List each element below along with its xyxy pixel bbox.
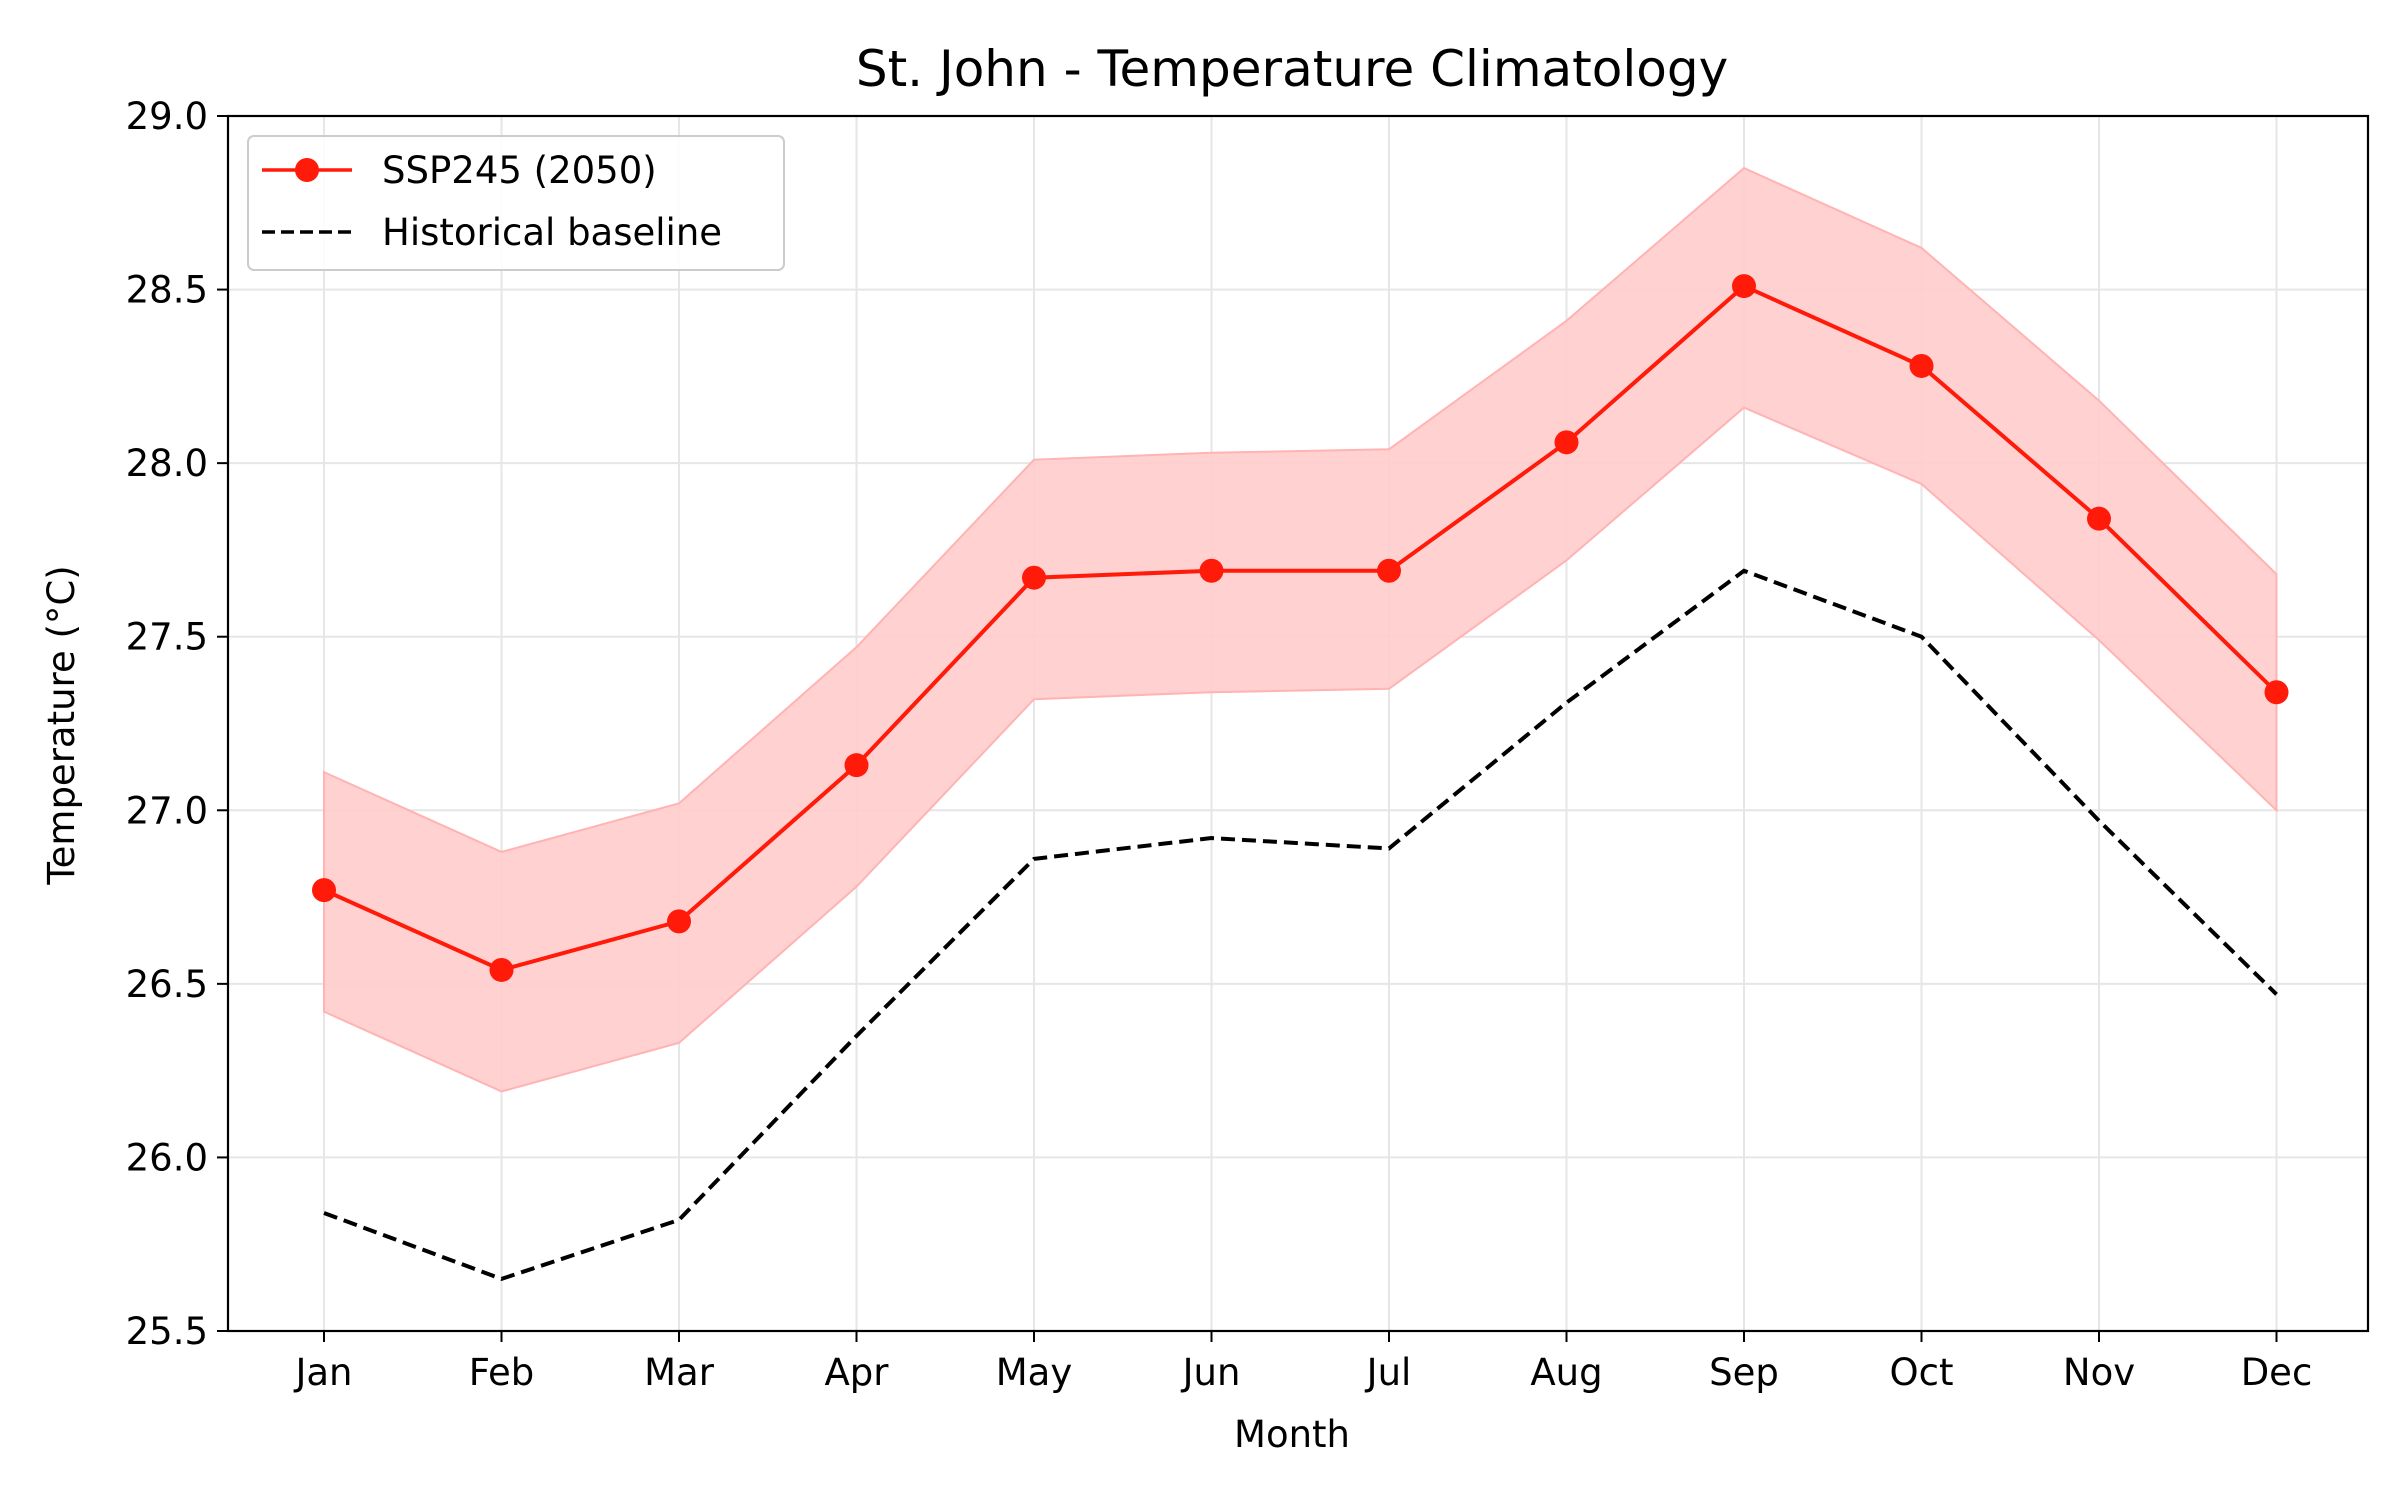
legend-box [247, 135, 785, 271]
ssp245-point [2264, 680, 2289, 705]
x-axis-label: Month [1234, 1413, 1350, 1456]
ssp245-point [667, 909, 691, 934]
x-tick-label: Oct [1890, 1351, 1954, 1394]
x-tick-label: Feb [469, 1351, 535, 1394]
y-tick-label: 26.5 [126, 963, 208, 1006]
x-tick-label: Sep [1709, 1351, 1779, 1394]
y-axis-label: Temperature (°C) [40, 565, 83, 885]
x-tick-label: Apr [824, 1351, 889, 1394]
x-tick-label: Aug [1530, 1351, 1602, 1394]
y-tick-label: 28.5 [126, 269, 208, 312]
ssp245-point [1377, 558, 1401, 583]
plot-frame [226, 114, 2370, 1333]
ssp245-point [1022, 565, 1046, 590]
y-tick-label: 29.0 [126, 95, 208, 138]
y-tick-label: 27.5 [126, 616, 208, 659]
historical-baseline-line [323, 568, 2278, 1282]
legend-label-historical: Historical baseline [382, 211, 722, 254]
axis-ticks: Jan Feb Mar Apr May Jun Jul Aug Sep Oct Nov Dec 25.5… [126, 95, 2313, 1394]
y-tick-label: 26.0 [126, 1136, 208, 1179]
y-tick-label: 25.5 [126, 1310, 208, 1353]
series-lines [323, 283, 2278, 1282]
legend: SSP245 (2050) Historical baseline [247, 135, 785, 271]
chart-title: St. John - Temperature Climatology [856, 40, 1728, 98]
y-tick-label: 28.0 [126, 442, 208, 485]
ssp245-point [489, 957, 514, 982]
ssp245-point [1554, 430, 1579, 455]
ssp245-point [2087, 506, 2111, 531]
ssp245-range-band-layer [323, 166, 2278, 1093]
legend-label-ssp245: SSP245 (2050) [382, 149, 657, 192]
x-tick-label: Mar [644, 1351, 715, 1394]
ssp245-point [1732, 274, 1756, 299]
x-tick-label: Jan [293, 1351, 352, 1394]
x-tick-label: Jul [1365, 1351, 1412, 1394]
ssp245-point [844, 753, 869, 778]
ssp245-point [1909, 353, 1934, 378]
ssp245-point [312, 878, 336, 903]
ssp245-point [1199, 558, 1224, 583]
x-tick-label: May [996, 1351, 1073, 1394]
ssp245-range-band [323, 166, 2278, 1093]
ssp245-line [323, 283, 2278, 973]
x-tick-label: Nov [2063, 1351, 2135, 1394]
y-tick-label: 27.0 [126, 789, 208, 832]
ssp245-markers [312, 274, 2289, 982]
legend-marker-ssp245 [295, 158, 319, 182]
x-tick-label: Jun [1181, 1351, 1241, 1394]
x-tick-label: Dec [2241, 1351, 2313, 1394]
